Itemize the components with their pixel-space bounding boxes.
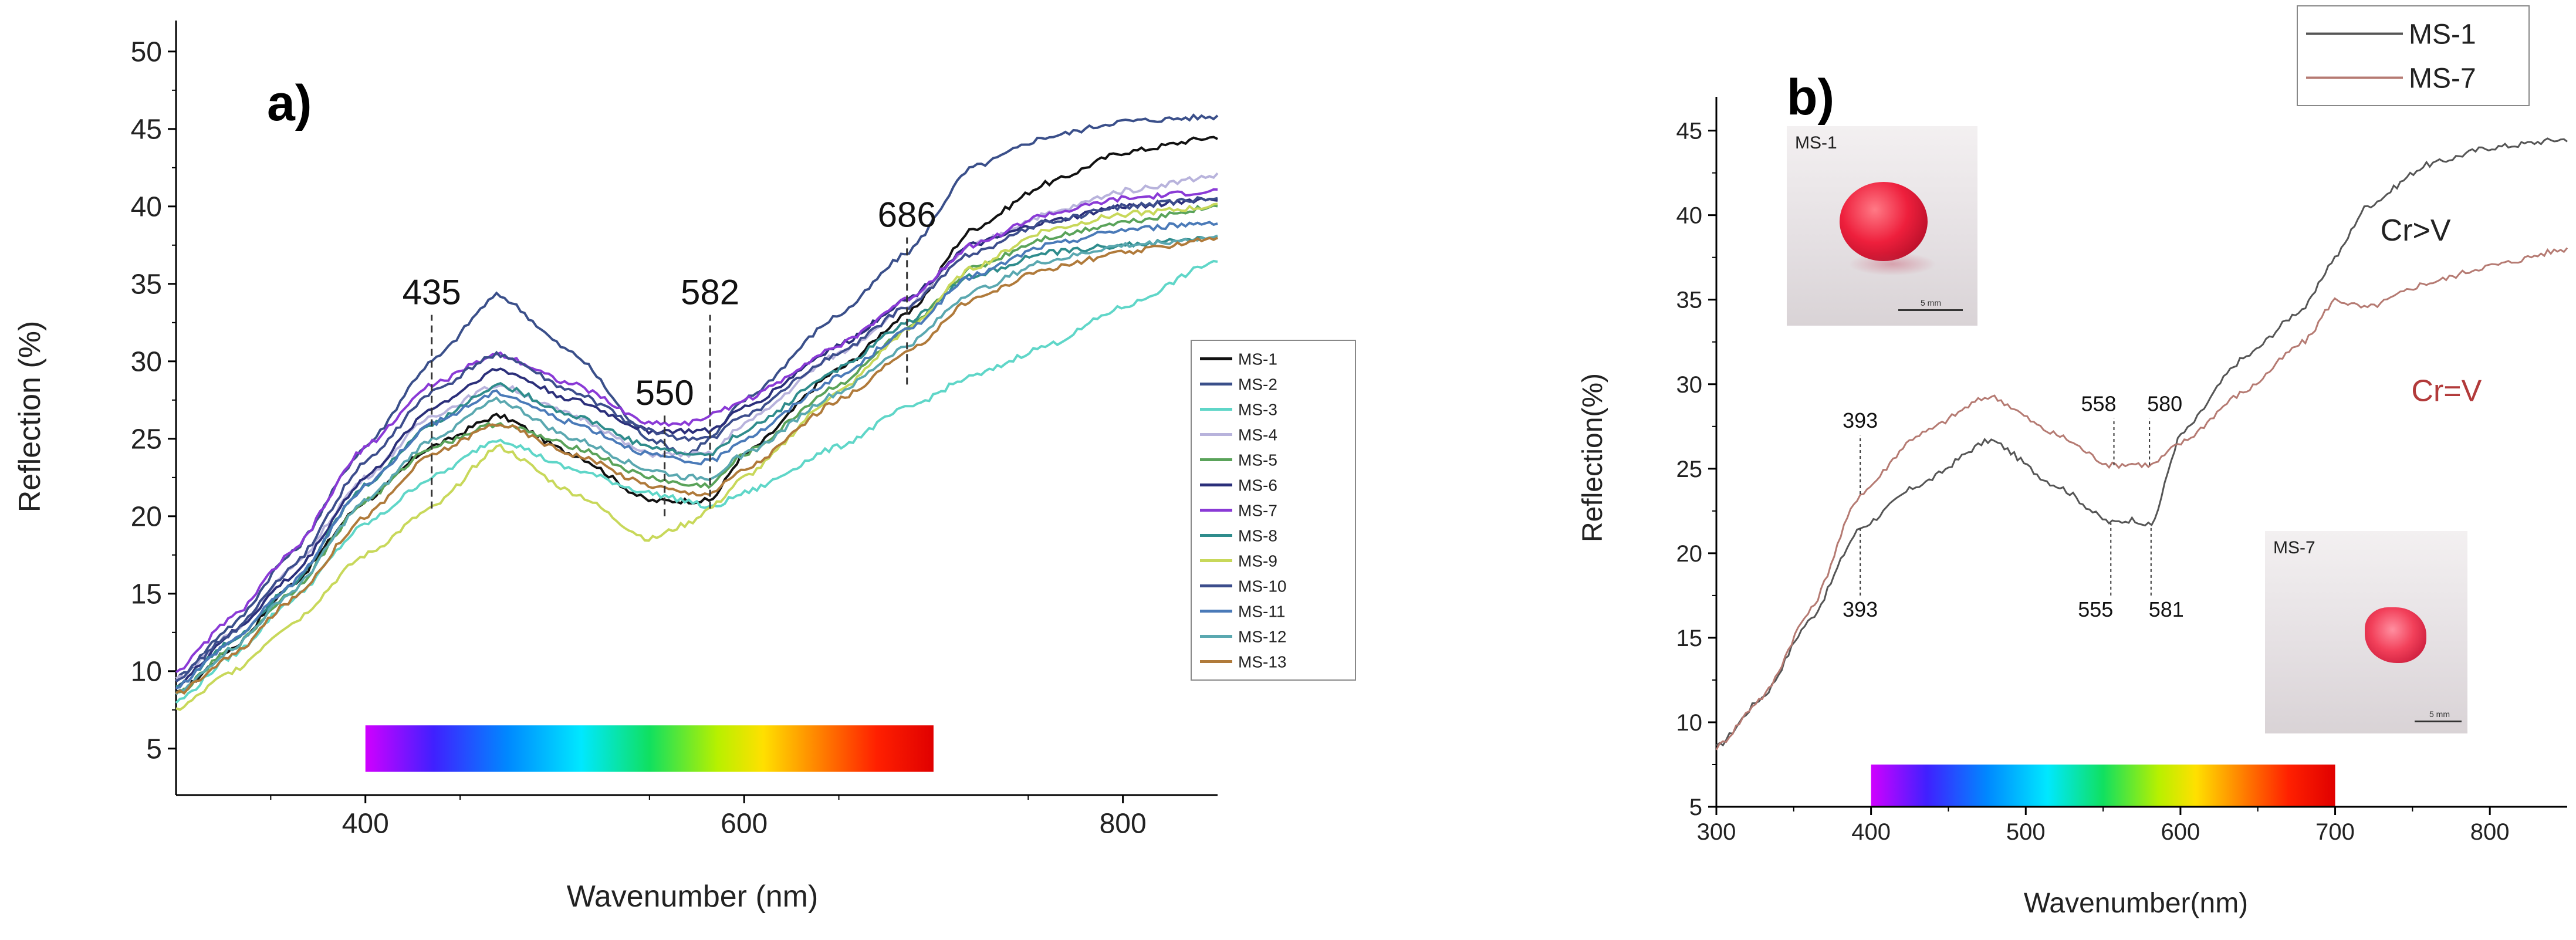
y-tick-label: 20	[131, 502, 162, 533]
annotation-label: 393	[1843, 408, 1878, 432]
annotation-label: 686	[878, 195, 937, 235]
photo-ms-7-scale-bar	[2415, 721, 2462, 722]
gem-ms-7	[2365, 607, 2426, 663]
series-line-ms-7	[175, 188, 1218, 674]
x-tick-label: 600	[2161, 819, 2200, 845]
x-tick-label: 800	[2470, 819, 2510, 845]
series-line-ms-4	[175, 172, 1219, 679]
y-tick-label: 30	[131, 347, 162, 378]
y-tick-label: 5	[146, 734, 162, 765]
x-tick-label: 300	[1697, 819, 1736, 845]
legend-label: MS-12	[1238, 627, 1286, 645]
y-tick-label: 40	[131, 192, 162, 223]
legend-label: MS-3	[1238, 400, 1277, 418]
y-tick-label: 15	[131, 579, 162, 610]
series-line-ms-12	[175, 234, 1218, 695]
legend-label: MS-7	[1238, 501, 1277, 519]
y-tick-label: 10	[131, 657, 162, 688]
legend-label: MS-11	[1238, 602, 1285, 620]
x-axis-label: Wavenumber (nm)	[567, 880, 819, 914]
photo-ms-1-scale-label: 5 mm	[1921, 298, 1941, 307]
y-tick-label: 35	[1676, 288, 1703, 313]
photo-ms-7-caption: MS-7	[2273, 538, 2315, 557]
annotation-note: Cr=V	[2411, 374, 2482, 408]
annotation-label: 580	[2147, 391, 2182, 415]
series-line-ms-3	[175, 259, 1218, 704]
gem-ms-1-shadow	[1848, 252, 1936, 276]
gem-ms-1	[1840, 182, 1928, 261]
photo-ms-1-scale-bar	[1898, 309, 1963, 311]
x-tick-label: 600	[721, 808, 768, 839]
legend-label: MS-2	[1238, 375, 1277, 393]
photo-ms-7-scale-label: 5 mm	[2429, 709, 2450, 719]
annotation-note: Cr>V	[2381, 214, 2451, 248]
photo-ms-1: MS-1 5 mm	[1787, 126, 1977, 326]
legend-box	[2297, 5, 2530, 106]
panel-label: a)	[267, 75, 312, 131]
legend-label: MS-1	[2409, 19, 2476, 50]
photo-ms-1-caption: MS-1	[1795, 133, 1837, 153]
y-tick-label: 30	[1676, 372, 1703, 398]
legend-label: MS-6	[1238, 476, 1277, 494]
x-tick-label: 500	[2006, 819, 2046, 845]
legend-label: MS-7	[2409, 63, 2476, 94]
y-tick-label: 25	[1676, 457, 1703, 482]
series-line-ms-7	[1715, 247, 2568, 750]
series-line-ms-13	[175, 236, 1218, 695]
legend-label: MS-13	[1238, 652, 1286, 671]
legend: MS-1 MS-7	[2297, 5, 2530, 106]
y-tick-label: 5	[1689, 794, 1702, 820]
y-tick-label: 45	[131, 114, 162, 146]
photo-ms-7: MS-7 5 mm	[2265, 531, 2467, 733]
y-tick-label: 25	[131, 424, 162, 455]
legend-label: MS-1	[1238, 350, 1277, 368]
annotation-label: 550	[635, 373, 694, 412]
x-tick-label: 700	[2315, 819, 2355, 845]
annotation-label: 582	[681, 273, 739, 312]
x-axis-label: Wavenumber(nm)	[2024, 888, 2248, 919]
legend-label: MS-4	[1238, 425, 1277, 444]
y-tick-label: 35	[131, 269, 162, 300]
series-line-ms-9	[175, 202, 1218, 711]
y-tick-label: 15	[1676, 625, 1703, 651]
annotation-label: 393	[1843, 597, 1878, 621]
series-line-ms-2	[175, 113, 1219, 682]
series-line-ms-10	[175, 196, 1218, 683]
series-line-ms-6	[175, 197, 1218, 690]
y-tick-label: 45	[1676, 119, 1703, 144]
legend-label: MS-5	[1238, 451, 1277, 469]
annotation-label: 435	[403, 273, 461, 312]
series-line-ms-1	[1716, 137, 2568, 747]
legend-label: MS-8	[1238, 526, 1277, 545]
y-axis-label: Reflection (%)	[13, 321, 47, 513]
spectrum-bar	[1871, 764, 2335, 807]
chart-panel-a: 5 10 15 20 25 30 35 40 45 50 400 600 800 Wavenumber (…	[13, 21, 1356, 914]
y-tick-label: 10	[1676, 710, 1703, 736]
x-tick-label: 400	[1851, 819, 1891, 845]
annotation-label: 581	[2149, 597, 2184, 621]
panel-label: b)	[1787, 69, 1834, 126]
legend: MS-1 MS-2 MS-3 MS-4 MS-5 MS-6 MS-7 MS-8 MS-9 MS-1…	[1191, 340, 1356, 681]
x-tick-label: 800	[1100, 808, 1147, 839]
y-tick-label: 20	[1676, 541, 1703, 567]
annotation-label: 558	[2081, 391, 2117, 415]
chart-panel-b: 5 10 15 20 25 30 35 40 45 300 400 500 600 700 800 Waven…	[1577, 5, 2568, 919]
legend-label: MS-10	[1238, 577, 1286, 595]
y-tick-label: 40	[1676, 203, 1703, 229]
legend-label: MS-9	[1238, 552, 1277, 570]
spectrum-bar	[365, 725, 934, 772]
y-axis-label: Reflection(%)	[1577, 373, 1608, 542]
y-tick-label: 50	[131, 37, 162, 68]
x-tick-label: 400	[342, 808, 389, 839]
annotation-label: 555	[2078, 597, 2113, 621]
series-line-ms-11	[175, 221, 1218, 689]
